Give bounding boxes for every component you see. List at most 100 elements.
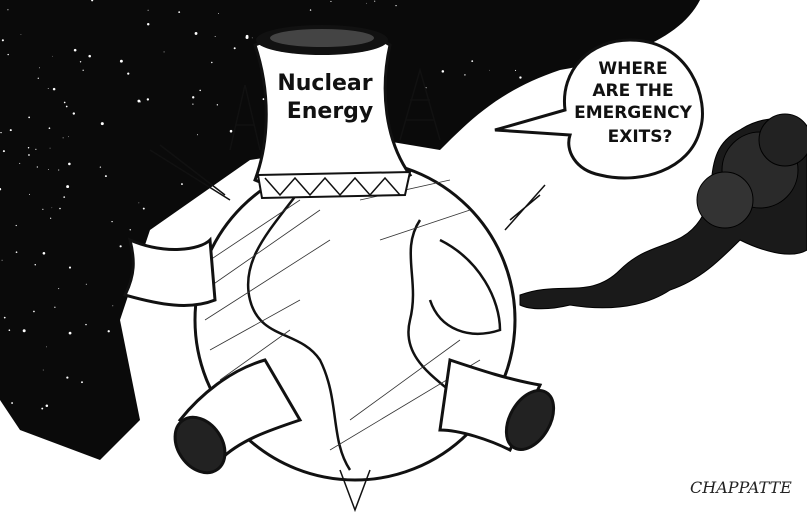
star <box>186 232 189 235</box>
star <box>140 327 142 329</box>
pylons <box>149 67 546 513</box>
speech-line: WHERE <box>598 59 667 79</box>
star <box>0 131 2 134</box>
star <box>19 162 21 164</box>
star <box>119 59 123 63</box>
star <box>216 104 219 106</box>
star <box>112 305 114 307</box>
continents <box>246 189 502 471</box>
star <box>464 74 466 76</box>
star <box>374 0 376 2</box>
star <box>137 99 141 103</box>
star <box>52 55 53 57</box>
star <box>27 147 30 149</box>
star <box>9 129 12 132</box>
star <box>2 150 5 153</box>
star <box>37 77 39 79</box>
star <box>158 327 161 330</box>
star <box>127 72 130 75</box>
star <box>489 69 490 71</box>
star <box>163 51 165 53</box>
tower-label-line: Nuclear <box>277 71 372 96</box>
star <box>0 188 2 191</box>
star <box>47 87 49 89</box>
star <box>35 148 37 150</box>
star <box>133 302 136 305</box>
star <box>20 34 22 35</box>
star <box>441 70 445 73</box>
star <box>68 266 72 269</box>
star <box>209 225 213 229</box>
star <box>39 67 40 69</box>
star <box>88 54 91 58</box>
star <box>262 98 265 101</box>
star <box>515 69 517 71</box>
star <box>91 0 94 2</box>
star <box>72 112 76 115</box>
star <box>68 162 71 166</box>
star <box>199 89 201 92</box>
star <box>50 217 52 219</box>
speech-line: EXITS? <box>608 127 673 147</box>
star <box>214 36 216 38</box>
star <box>3 316 6 319</box>
star <box>48 127 51 130</box>
star <box>251 37 253 39</box>
speech-line: ARE THE <box>592 81 673 101</box>
star <box>73 48 77 52</box>
speech-line: EMERGENCY <box>574 103 693 123</box>
signature: CHAPPATTE <box>690 478 792 497</box>
star <box>59 207 61 210</box>
star <box>165 331 167 333</box>
star <box>33 310 35 313</box>
star <box>164 334 167 336</box>
star <box>229 129 233 133</box>
star <box>139 101 141 103</box>
star <box>104 175 107 178</box>
star <box>196 134 198 136</box>
star <box>15 251 18 253</box>
star <box>63 101 66 104</box>
star <box>58 169 60 171</box>
star <box>66 185 70 189</box>
star <box>111 220 113 223</box>
star <box>471 60 474 63</box>
star <box>1 259 3 261</box>
star <box>233 47 236 50</box>
star <box>8 329 11 332</box>
star <box>28 116 31 119</box>
star <box>119 245 122 248</box>
star <box>81 381 83 384</box>
star <box>128 348 130 350</box>
star <box>46 346 47 348</box>
star <box>99 166 102 168</box>
star <box>11 402 14 404</box>
star <box>138 202 140 204</box>
star <box>1 409 4 412</box>
star <box>45 404 49 407</box>
star <box>245 34 249 38</box>
star <box>217 12 219 14</box>
star <box>85 283 87 285</box>
main-cooling-tower: Nuclear Energy <box>253 25 413 200</box>
star <box>58 288 60 290</box>
star <box>65 105 68 108</box>
star <box>34 264 36 266</box>
smoke <box>519 113 807 310</box>
speech-bubble: WHERE ARE THE EMERGENCY EXITS? <box>494 38 704 180</box>
star <box>164 338 167 342</box>
star <box>52 87 56 91</box>
star <box>15 224 17 227</box>
star <box>62 137 64 139</box>
star <box>79 61 82 63</box>
star <box>85 323 87 326</box>
star <box>194 32 198 35</box>
star <box>63 196 66 198</box>
star <box>181 183 183 185</box>
star <box>42 369 44 371</box>
space <box>0 0 700 460</box>
star <box>1 39 4 42</box>
star <box>28 193 30 195</box>
star <box>520 95 522 97</box>
star <box>42 208 44 210</box>
